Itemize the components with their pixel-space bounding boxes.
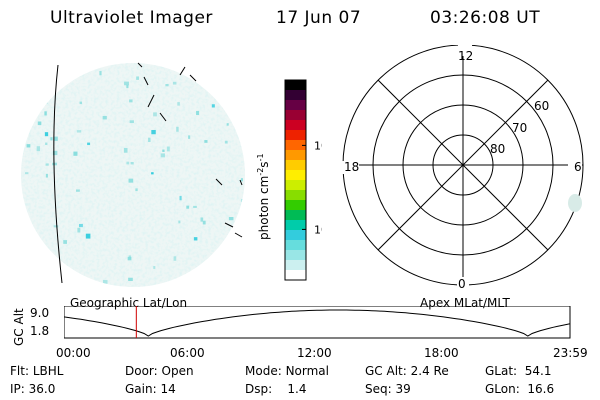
color-scale-swatch xyxy=(285,230,306,241)
polar-mlt-plot: 12 0 18 6 60 70 80 xyxy=(341,45,584,291)
color-scale-swatch xyxy=(285,80,306,91)
xtick-2359: 23:59 xyxy=(553,346,588,360)
color-scale-swatch xyxy=(285,150,306,161)
timeline-ytick-top: 9.0 xyxy=(30,306,50,320)
polar-lat-80: 80 xyxy=(490,142,505,156)
color-scale-swatch xyxy=(285,260,306,271)
color-scale-tick-label: 100 xyxy=(314,139,322,152)
polar-emission-patch xyxy=(568,194,582,212)
xtick-1800: 18:00 xyxy=(424,346,459,360)
info-dsp: Dsp: 1.4 xyxy=(245,382,307,396)
color-scale-swatch xyxy=(285,160,306,171)
color-scale-swatch xyxy=(285,190,306,201)
terminator-line xyxy=(53,64,63,284)
color-scale-label: photon cm-2s-1 xyxy=(256,153,271,240)
polar-label-12: 12 xyxy=(458,49,473,63)
instrument-title: Ultraviolet Imager xyxy=(50,8,213,28)
uv-globe-image xyxy=(21,62,245,287)
color-scale-bar: 100 10 xyxy=(284,79,322,281)
color-scale-swatch xyxy=(285,100,306,111)
color-scale-s: s xyxy=(257,161,271,168)
color-scale-exp1: -2 xyxy=(256,167,265,176)
timeline-ytick-bottom: 1.8 xyxy=(30,324,50,338)
xtick-0000: 00:00 xyxy=(56,346,91,360)
timeline-ylabel: GC Alt xyxy=(12,308,26,346)
info-gcalt: GC Alt: 2.4 Re xyxy=(365,364,449,378)
color-scale-swatch xyxy=(285,200,306,211)
date-label: 17 Jun 07 xyxy=(276,8,362,28)
color-scale-swatch xyxy=(285,140,306,151)
altitude-curve xyxy=(64,309,571,337)
info-glat: GLat: 54.1 xyxy=(485,364,552,378)
color-scale-swatch xyxy=(285,90,306,101)
color-scale-swatch xyxy=(285,270,306,281)
info-ip: IP: 36.0 xyxy=(10,382,56,396)
altitude-timeline xyxy=(64,306,571,339)
color-scale-swatch xyxy=(285,120,306,131)
polar-label-0: 0 xyxy=(458,277,466,291)
coastline-fragments xyxy=(137,62,243,238)
color-scale-swatch xyxy=(285,110,306,121)
time-label: 03:26:08 UT xyxy=(430,8,541,28)
info-flt: Flt: LBHL xyxy=(10,364,64,378)
info-door: Door: Open xyxy=(125,364,194,378)
info-gain: Gain: 14 xyxy=(125,382,176,396)
color-scale-swatch xyxy=(285,220,306,231)
color-scale-swatch xyxy=(285,180,306,191)
info-mode: Mode: Normal xyxy=(245,364,329,378)
xtick-1200: 12:00 xyxy=(297,346,332,360)
polar-diagonal-2 xyxy=(377,79,549,251)
info-glon: GLon: 16.6 xyxy=(485,382,555,396)
color-scale-tick-label: 10 xyxy=(314,223,322,236)
color-scale-swatch xyxy=(285,210,306,221)
polar-label-6: 6 xyxy=(574,160,582,174)
color-scale-exp2: -1 xyxy=(256,153,265,162)
color-scale-swatch xyxy=(285,170,306,181)
info-seq: Seq: 39 xyxy=(365,382,411,396)
polar-lat-70: 70 xyxy=(512,121,527,135)
color-scale-unit: photon cm xyxy=(257,175,271,240)
color-scale-swatch xyxy=(285,130,306,141)
color-scale-swatch xyxy=(285,250,306,261)
color-scale-swatch xyxy=(285,240,306,251)
polar-label-18: 18 xyxy=(344,160,359,174)
xtick-0600: 06:00 xyxy=(170,346,205,360)
polar-lat-60: 60 xyxy=(534,99,549,113)
